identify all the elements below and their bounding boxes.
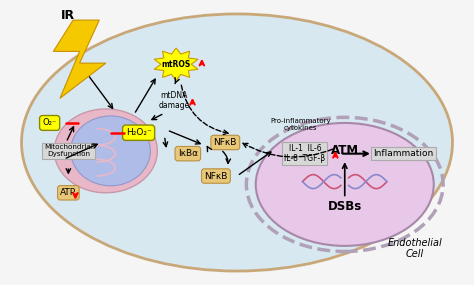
Text: ATP: ATP — [60, 188, 76, 197]
Text: IR: IR — [61, 9, 75, 22]
Text: Endothelial
Cell: Endothelial Cell — [388, 238, 442, 259]
Text: ATM: ATM — [331, 144, 359, 157]
Text: Mitochondrial
Dysfunction: Mitochondrial Dysfunction — [44, 144, 93, 157]
Text: mtDNA
damage: mtDNA damage — [158, 91, 190, 110]
Text: Pro-inflammatory
cytokines: Pro-inflammatory cytokines — [270, 118, 330, 131]
Text: NFκB: NFκB — [204, 172, 228, 180]
Text: NFκB: NFκB — [214, 138, 237, 147]
Text: mtROS: mtROS — [162, 60, 191, 69]
Polygon shape — [154, 48, 198, 80]
Text: O₂⁻: O₂⁻ — [43, 119, 57, 127]
Polygon shape — [54, 20, 106, 98]
Text: H₂O₂⁻: H₂O₂⁻ — [126, 128, 152, 137]
Text: DSBs: DSBs — [328, 200, 362, 213]
Ellipse shape — [55, 109, 157, 193]
Text: Inflammation: Inflammation — [373, 149, 433, 158]
Ellipse shape — [71, 116, 150, 186]
Text: IL-1  IL-6
IL-8  TGF-β: IL-1 IL-6 IL-8 TGF-β — [284, 144, 326, 163]
Ellipse shape — [21, 14, 453, 271]
Text: IκBα: IκBα — [178, 149, 198, 158]
Ellipse shape — [256, 123, 434, 246]
